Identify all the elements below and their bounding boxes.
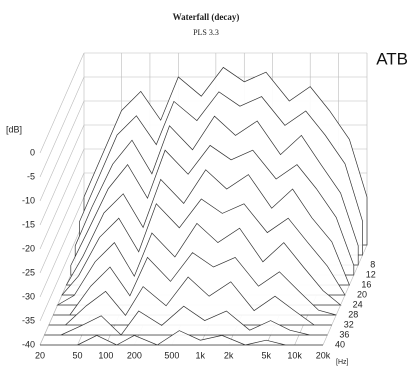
z-tick-label: 28 <box>348 309 358 319</box>
y-tick-label: -40 <box>22 339 35 349</box>
z-tick-label: 36 <box>339 329 349 339</box>
x-tick-label: 20k <box>316 350 331 360</box>
chart-subtitle: PLS 3.3 <box>193 28 219 37</box>
y-tick-label: -20 <box>22 243 35 253</box>
y-tick-label: -5 <box>27 171 35 181</box>
z-tick-label: 20 <box>357 289 367 299</box>
z-tick-label: 40 <box>335 339 345 349</box>
x-tick-label: 50 <box>73 350 83 360</box>
grid-line <box>39 52 85 154</box>
grid-line <box>39 124 85 226</box>
x-axis-label: [Hz] <box>336 359 349 366</box>
x-tick-label: 500 <box>164 350 179 360</box>
grid-line <box>39 148 85 250</box>
decay-slice <box>48 276 332 326</box>
x-tick-label: 100 <box>98 350 113 360</box>
decay-slice <box>40 330 323 346</box>
z-tick-label: 16 <box>361 279 371 289</box>
decay-slice <box>44 305 328 336</box>
x-tick-label: 20 <box>35 350 45 360</box>
x-tick-label: 1k <box>196 350 206 360</box>
y-tick-label: -25 <box>22 267 35 277</box>
z-tick-label: 32 <box>344 319 354 329</box>
chart-title: Waterfall (decay) <box>173 12 240 22</box>
y-tick-label: -10 <box>22 195 35 205</box>
y-axis-label: [dB] <box>6 124 22 134</box>
grid-line <box>39 172 85 274</box>
x-tick-label: 10k <box>287 350 302 360</box>
grid-line <box>39 220 85 322</box>
z-tick-label: 24 <box>353 299 363 309</box>
grid-line <box>39 76 85 178</box>
y-tick-label: -35 <box>22 315 35 325</box>
x-tick-label: 2k <box>224 350 234 360</box>
y-tick-label: -30 <box>22 291 35 301</box>
y-tick-label: 0 <box>30 147 35 157</box>
x-tick-label: 200 <box>127 350 142 360</box>
grid-line <box>39 196 85 298</box>
watermark: ATB <box>376 49 408 68</box>
z-tick-label: 12 <box>366 269 376 279</box>
y-tick-label: -15 <box>22 219 35 229</box>
x-tick-label: 5k <box>261 350 271 360</box>
grid-line <box>39 100 85 202</box>
z-tick-label: 8 <box>370 259 375 269</box>
